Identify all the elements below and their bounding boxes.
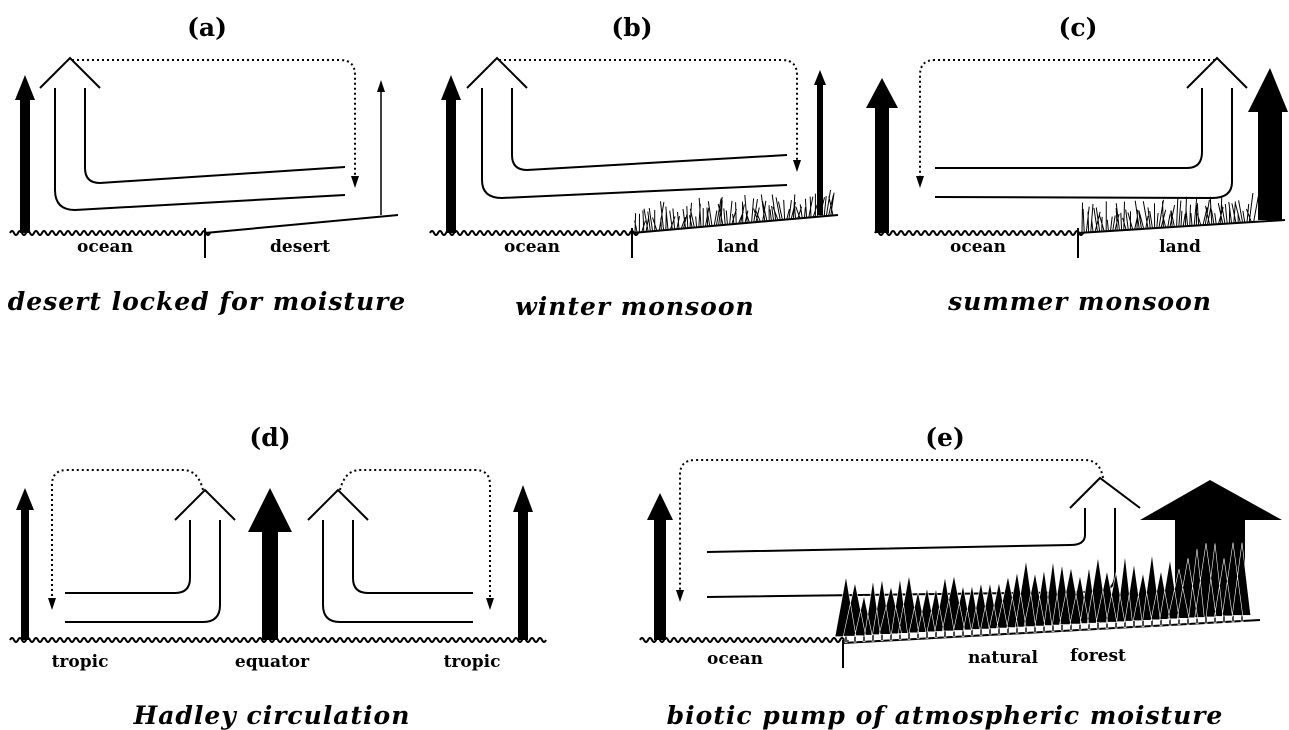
surface-label: ocean <box>77 237 133 257</box>
dotted-flow <box>339 469 491 600</box>
arrowhead <box>486 598 494 610</box>
panel-label: (b) <box>611 13 652 42</box>
hollow-arrow <box>65 488 236 623</box>
ground <box>631 214 839 258</box>
arrowhead <box>351 176 359 188</box>
arrow <box>1248 68 1288 220</box>
surface-label: land <box>717 237 759 257</box>
arrow <box>248 488 292 640</box>
arrow <box>16 488 34 640</box>
hollow-arrow <box>307 488 473 623</box>
arrowhead <box>377 80 385 92</box>
panel-d: (d) tropic equator tropic Hadley circula… <box>9 423 547 730</box>
grass <box>634 188 835 234</box>
ocean-surface <box>9 230 211 236</box>
panel-label: (a) <box>187 13 227 42</box>
arrowhead <box>48 598 56 610</box>
surface-label: desert <box>270 237 330 257</box>
arrow <box>866 78 898 233</box>
panel-label: (c) <box>1059 13 1098 42</box>
hollow-arrow <box>934 56 1248 200</box>
arrow <box>647 493 673 640</box>
panel-c: (c) ocean land summer monsoon <box>866 13 1288 316</box>
trees <box>834 542 1252 643</box>
ground <box>1077 219 1286 258</box>
dotted-flow <box>919 59 1215 178</box>
hollow-arrow <box>706 476 1141 598</box>
caption: biotic pump of atmospheric moisture <box>667 701 1224 730</box>
arrow <box>441 75 461 233</box>
surface-label: ocean <box>707 649 763 669</box>
hollow-arrow <box>466 56 788 200</box>
ocean-surface <box>429 230 639 236</box>
panel-a: (a) ocean desert desert locked for moist… <box>8 13 406 316</box>
ocean-surface <box>874 230 1084 236</box>
surface-label: tropic <box>52 652 109 672</box>
panel-e: (e) ocean natural forest biotic pump of … <box>639 423 1282 730</box>
vegetation <box>1081 193 1259 233</box>
surface-label: land <box>1159 237 1201 257</box>
caption: desert locked for moisture <box>8 287 406 316</box>
surface-label: natural <box>968 648 1039 668</box>
dotted-flow <box>499 59 798 162</box>
dotted-flow <box>679 459 1104 592</box>
arrow <box>1140 480 1282 600</box>
panel-label: (d) <box>249 423 290 452</box>
ground <box>204 214 399 258</box>
ocean-surface <box>9 637 547 643</box>
panel-b: (b) ocean land winter monsoon <box>429 13 839 321</box>
hollow-arrow <box>39 56 346 212</box>
arrowhead <box>676 590 684 602</box>
ground <box>842 619 1261 668</box>
surface-label: ocean <box>950 237 1006 257</box>
surface-label: ocean <box>504 237 560 257</box>
dotted-flow <box>51 469 204 600</box>
caption: winter monsoon <box>515 292 754 321</box>
arrowhead <box>916 176 924 188</box>
dotted-flow <box>72 59 356 178</box>
surface-label: equator <box>235 652 310 672</box>
vegetation <box>634 188 835 234</box>
arrow <box>513 485 533 640</box>
surface-label: tropic <box>444 652 501 672</box>
caption: summer monsoon <box>947 287 1212 316</box>
panel-label: (e) <box>925 423 965 452</box>
surface-label: forest <box>1070 646 1126 666</box>
grass <box>1081 193 1259 233</box>
arrowhead <box>793 160 801 172</box>
arrow <box>814 70 826 215</box>
forest <box>834 542 1252 643</box>
caption: Hadley circulation <box>133 701 411 730</box>
ocean-surface <box>639 637 849 643</box>
arrow <box>15 75 35 233</box>
